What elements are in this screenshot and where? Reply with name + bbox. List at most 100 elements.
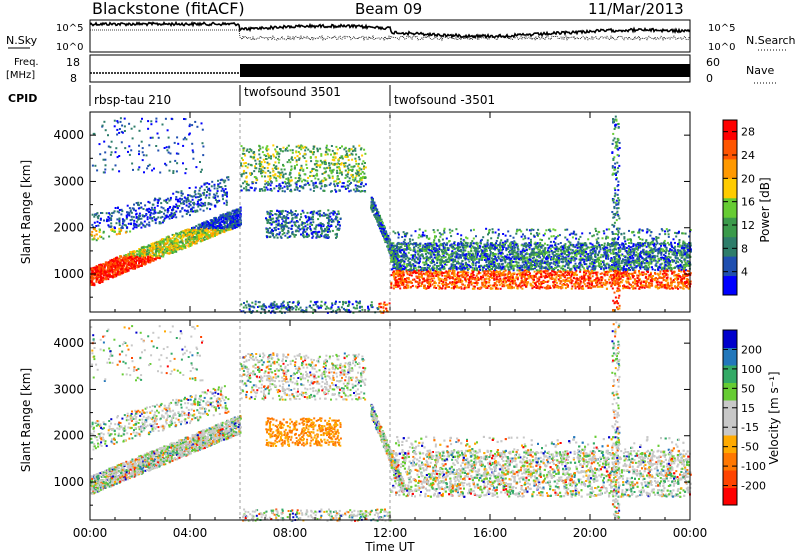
scatter-point bbox=[201, 222, 204, 225]
scatter-point bbox=[261, 171, 264, 174]
scatter-point bbox=[306, 235, 309, 238]
scatter-point bbox=[325, 144, 328, 147]
scatter-point bbox=[278, 184, 280, 187]
scatter-point bbox=[151, 252, 154, 255]
scatter-point bbox=[175, 198, 177, 201]
scatter-point bbox=[226, 219, 229, 222]
scatter-point bbox=[233, 209, 236, 212]
scatter-point bbox=[305, 163, 308, 166]
scatter-point bbox=[202, 237, 205, 240]
freq-unit-label: [MHz] bbox=[6, 70, 35, 81]
scatter-point bbox=[161, 240, 164, 243]
scatter-point bbox=[267, 169, 270, 172]
scatter-point bbox=[167, 240, 170, 243]
scatter-point bbox=[381, 224, 384, 227]
scatter-point bbox=[324, 150, 327, 153]
scatter-point bbox=[112, 263, 115, 266]
scatter-point bbox=[95, 270, 98, 273]
scatter-point bbox=[214, 222, 217, 225]
scatter-point bbox=[294, 177, 297, 180]
scatter-point bbox=[150, 120, 153, 123]
scatter-point bbox=[149, 214, 152, 216]
scatter-point bbox=[163, 241, 166, 244]
scatter-point bbox=[242, 182, 245, 185]
scatter-point bbox=[157, 149, 160, 152]
scatter-point bbox=[191, 124, 194, 127]
scatter-point bbox=[513, 286, 515, 289]
scatter-point bbox=[107, 261, 110, 264]
scatter-point bbox=[313, 301, 316, 304]
scatter-point bbox=[139, 249, 141, 252]
scatter-point bbox=[114, 151, 117, 154]
scatter-point bbox=[171, 251, 174, 254]
scatter-point bbox=[218, 229, 221, 232]
scatter-point bbox=[188, 202, 191, 205]
scatter-point bbox=[220, 186, 223, 188]
scatter-point bbox=[128, 122, 131, 125]
scatter-point bbox=[248, 308, 251, 311]
scatter-point bbox=[310, 170, 313, 172]
scatter-point bbox=[94, 276, 97, 279]
scatter-point bbox=[106, 274, 109, 277]
scatter-point bbox=[272, 174, 275, 177]
scatter-point bbox=[168, 217, 171, 220]
scatter-point bbox=[114, 265, 117, 268]
scatter-point bbox=[192, 210, 194, 213]
scatter-point bbox=[245, 171, 248, 174]
scatter-point bbox=[217, 179, 219, 182]
scatter-point bbox=[295, 145, 298, 148]
scatter-point bbox=[195, 233, 198, 236]
scatter-point bbox=[166, 129, 169, 132]
scatter-point bbox=[99, 265, 102, 268]
scatter-point bbox=[261, 146, 264, 149]
scatter-point bbox=[110, 217, 113, 220]
scatter-point bbox=[319, 222, 322, 225]
scatter-point bbox=[153, 254, 156, 257]
scatter-point bbox=[148, 260, 151, 263]
scatter-point bbox=[102, 271, 104, 274]
scatter-point bbox=[193, 226, 196, 229]
scatter-point bbox=[93, 132, 96, 135]
scatter-point bbox=[183, 118, 185, 120]
scatter-point bbox=[312, 221, 315, 224]
scatter-point bbox=[302, 226, 305, 229]
scatter-point bbox=[172, 248, 175, 251]
scatter-point bbox=[176, 198, 179, 201]
scatter-point bbox=[315, 303, 318, 306]
scatter-point bbox=[217, 225, 220, 228]
scatter-point bbox=[312, 174, 315, 177]
scatter-point bbox=[290, 168, 293, 171]
scatter-point bbox=[298, 172, 301, 175]
scatter-point bbox=[361, 171, 364, 173]
scatter-point bbox=[126, 204, 129, 207]
scatter-point bbox=[291, 224, 294, 227]
scatter-point bbox=[278, 152, 281, 155]
scatter-point bbox=[351, 168, 354, 171]
scatter-point bbox=[266, 152, 269, 155]
scatter-point bbox=[327, 209, 330, 212]
scatter-point bbox=[286, 161, 289, 164]
scatter-point bbox=[303, 228, 306, 231]
scatter-point bbox=[158, 247, 161, 250]
scatter-point bbox=[326, 226, 328, 229]
scatter-point bbox=[91, 223, 94, 226]
scatter-point bbox=[120, 208, 123, 211]
scatter-point bbox=[298, 190, 301, 192]
scatter-point bbox=[153, 210, 156, 213]
scatter-point bbox=[163, 245, 166, 248]
scatter-point bbox=[355, 160, 357, 163]
scatter-point bbox=[277, 158, 280, 161]
scatter-point bbox=[180, 235, 182, 238]
scatter-point bbox=[172, 213, 175, 216]
scatter-point bbox=[620, 281, 623, 284]
scatter-point bbox=[184, 172, 187, 175]
scatter-point bbox=[107, 278, 110, 281]
scatter-point bbox=[298, 157, 301, 160]
scatter-point bbox=[140, 260, 143, 263]
scatter-point bbox=[302, 168, 305, 171]
scatter-point bbox=[138, 212, 141, 215]
scatter-point bbox=[159, 171, 162, 174]
scatter-point bbox=[330, 153, 332, 156]
scatter-point bbox=[114, 271, 117, 274]
scatter-point bbox=[150, 242, 153, 245]
